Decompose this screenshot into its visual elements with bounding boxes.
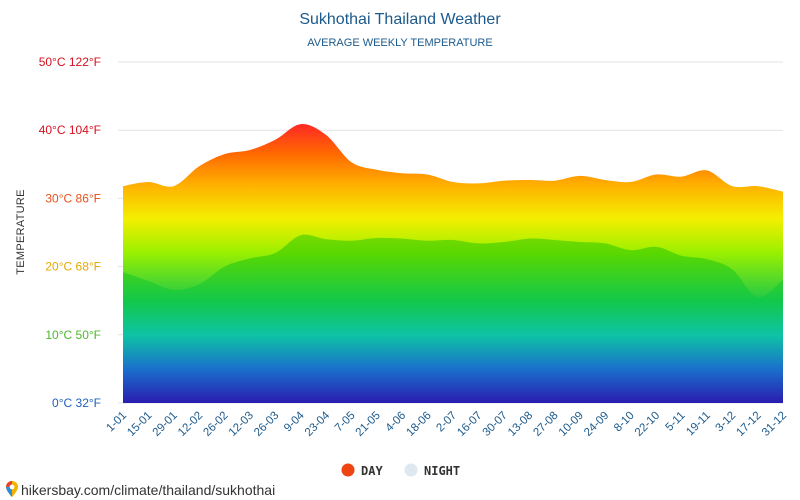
legend-day-marker [341, 463, 355, 477]
y-axis-ticks: 0°C 32°F 10°C 50°F 20°C 68°F 30°C 86°F 40°C … [39, 55, 101, 410]
y-tick-label: 30°C 86°F [45, 191, 101, 205]
legend-item-day[interactable]: DAY [341, 463, 384, 479]
legend-night-label: NIGHT [424, 464, 460, 478]
y-tick-label: 10°C 50°F [45, 328, 101, 342]
legend-night-marker [404, 463, 418, 477]
x-tick-label: 18-06 [404, 410, 433, 439]
x-tick-label: 13-08 [506, 410, 535, 439]
x-tick-label: 22-10 [633, 410, 662, 439]
x-tick-label: 19-11 [684, 410, 713, 439]
x-tick-label: 21-05 [354, 410, 383, 439]
x-tick-label: 15-01 [125, 410, 154, 439]
y-axis-label: TEMPERATURE [15, 189, 27, 275]
footer-url: hikersbay.com/climate/thailand/sukhothai [21, 482, 275, 498]
x-tick-label: 12-02 [176, 410, 205, 439]
x-tick-label: 26-02 [201, 410, 230, 439]
x-tick-label: 31-12 [760, 410, 789, 439]
x-tick-label: 10-09 [557, 410, 586, 439]
x-tick-label: 23-04 [303, 409, 333, 439]
y-tick-label: 40°C 104°F [39, 123, 101, 137]
x-tick-label: 24-09 [582, 410, 611, 439]
legend-day-label: DAY [361, 464, 383, 478]
chart-subtitle: AVERAGE WEEKLY TEMPERATURE [307, 37, 492, 49]
x-tick-label: 30-07 [481, 410, 510, 439]
x-tick-label: 17-12 [734, 410, 763, 439]
legend-item-night[interactable]: NIGHT [404, 463, 461, 479]
location-pin-icon [6, 481, 18, 497]
x-tick-label: 16-07 [455, 410, 484, 439]
x-tick-label: 27-08 [531, 410, 560, 439]
chart-title: Sukhothai Thailand Weather [299, 11, 501, 28]
x-tick-label: 26-03 [252, 410, 281, 439]
y-tick-label: 20°C 68°F [45, 260, 101, 274]
y-tick-label: 0°C 32°F [52, 396, 101, 410]
x-tick-label: 29-01 [151, 410, 180, 439]
x-tick-label: 12-03 [227, 410, 256, 439]
night-series-area [123, 234, 783, 403]
y-tick-label: 50°C 122°F [39, 55, 101, 69]
legend: DAY NIGHT [341, 463, 461, 479]
footer-link[interactable]: hikersbay.com/climate/thailand/sukhothai [6, 481, 275, 498]
